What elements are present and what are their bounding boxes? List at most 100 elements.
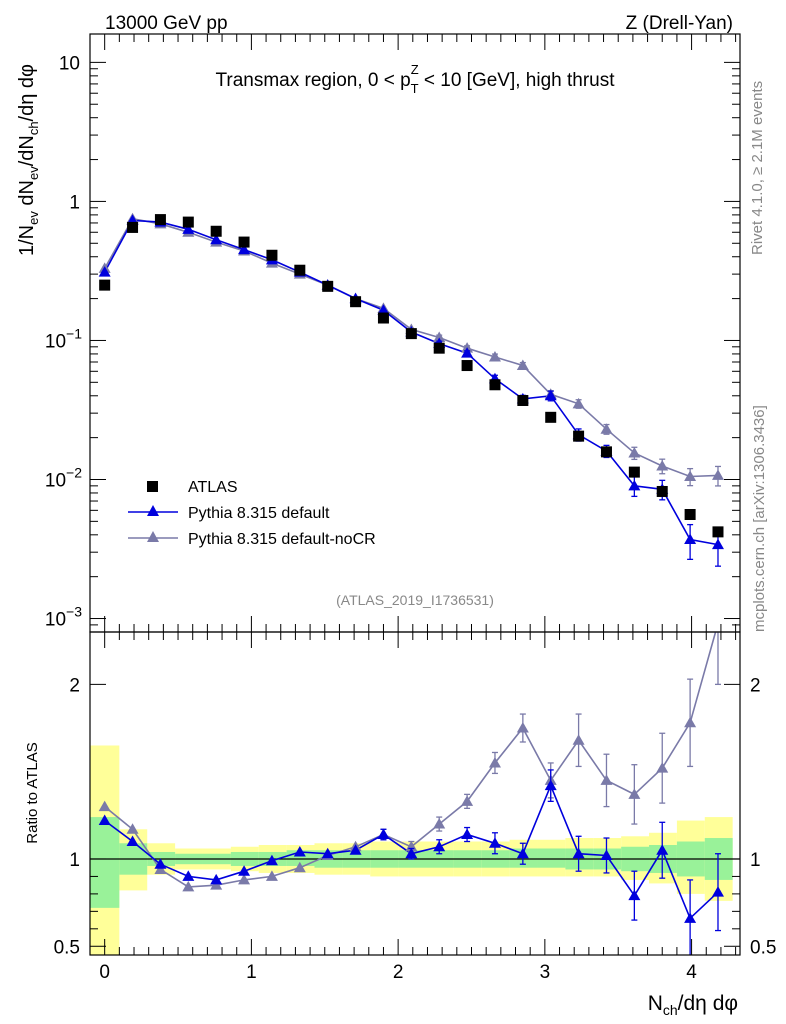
x-tick-label: 1: [246, 962, 257, 983]
point-default: [182, 223, 195, 234]
rivet-label: Rivet 4.1.0, ≥ 2.1M events: [749, 81, 766, 255]
legend-label-atlas: ATLAS: [188, 479, 238, 496]
y-tick-label: 10−2: [45, 464, 82, 491]
ratio-point-nocr: [600, 774, 613, 785]
header-energy: 13000 GeV pp: [105, 13, 228, 34]
ratio-point-default: [572, 847, 585, 859]
y-axis-label: 1/Nev dNev/dNch/dη dφ: [16, 64, 41, 256]
ratio-point-default: [238, 865, 251, 876]
ratio-point-default: [488, 837, 501, 848]
ratio-frame: [89, 631, 741, 956]
point-atlas: [684, 509, 696, 521]
point-atlas: [628, 466, 640, 478]
ratio-point-default: [210, 873, 223, 885]
point-atlas: [545, 411, 557, 423]
ratio-point-default: [600, 849, 613, 860]
point-atlas: [517, 394, 529, 406]
ratio-point-default: [516, 847, 529, 859]
ratio-point-nocr: [126, 823, 139, 834]
ratio-point-default: [154, 858, 167, 869]
y-tick-label: 1: [69, 192, 80, 213]
point-nocr: [656, 460, 669, 471]
point-atlas: [294, 264, 306, 276]
y-tick-label: 10−1: [45, 325, 82, 352]
ratio-point-default: [544, 779, 557, 791]
ratio-y-tick-label-right: 0.5: [750, 937, 776, 958]
point-atlas: [433, 342, 445, 354]
ratio-point-nocr: [656, 762, 669, 773]
legend-marker-atlas: [147, 481, 158, 492]
band-green: [90, 817, 120, 908]
point-nocr: [433, 331, 446, 343]
point-atlas: [238, 236, 250, 248]
ratio-point-nocr: [238, 873, 251, 885]
ratio-point-default: [321, 847, 334, 859]
ratio-point-nocr: [182, 880, 195, 892]
ratio-point-default: [711, 886, 724, 897]
ratio-y-tick-label-right: 1: [750, 850, 761, 871]
ratio-y-tick-label: 1: [69, 850, 80, 871]
ratio-point-nocr: [712, 617, 724, 628]
point-default: [210, 233, 223, 245]
ratio-point-default: [628, 889, 641, 901]
ratio-point-nocr: [433, 818, 446, 829]
point-nocr: [684, 470, 697, 482]
ratio-point-nocr: [628, 788, 641, 799]
ratio-y-tick-label: 2: [69, 675, 80, 696]
point-default: [461, 347, 474, 358]
ratio-y-axis-label: Ratio to ATLAS: [24, 742, 41, 843]
ratio-point-default: [349, 844, 362, 855]
ratio-point-nocr: [684, 716, 697, 728]
ratio-y-tick-label: 0.5: [54, 937, 80, 958]
ratio-point-default: [126, 835, 139, 847]
x-tick-label: 4: [686, 962, 697, 983]
point-nocr: [572, 397, 585, 409]
y-tick-label: 10: [59, 53, 80, 74]
point-atlas: [405, 328, 417, 340]
ratio-point-nocr: [461, 795, 474, 806]
point-nocr: [488, 351, 501, 362]
legend-label-default: Pythia 8.315 default: [188, 505, 330, 522]
analysis-watermark: (ATLAS_2019_I1736531): [336, 592, 494, 608]
ratio-point-default: [265, 854, 278, 866]
ratio-point-nocr: [293, 861, 306, 873]
legend: ATLAS Pythia 8.315 default Pythia 8.315 …: [128, 479, 376, 548]
point-atlas: [210, 225, 222, 237]
point-nocr: [516, 359, 529, 371]
ratio-point-nocr: [265, 870, 278, 881]
point-atlas: [489, 379, 501, 391]
legend-marker-default: [147, 505, 159, 516]
ratio-point-nocr: [572, 734, 585, 745]
point-atlas: [266, 249, 278, 261]
ratio-point-default: [656, 844, 669, 855]
ratio-y-tick-label-right: 2: [750, 675, 761, 696]
ratio-point-nocr: [488, 756, 501, 768]
ratio-point-nocr: [516, 722, 529, 733]
point-default: [711, 538, 724, 550]
main-panel: 10 1 10−1 10−2 10−3: [45, 33, 741, 633]
point-atlas: [350, 296, 362, 308]
point-nocr: [711, 469, 724, 480]
ratio-point-default: [684, 912, 697, 923]
band-green: [537, 848, 566, 868]
series-line-nocr: [104, 217, 719, 478]
ratio-point-default: [433, 840, 446, 852]
ratio-point-nocr: [98, 800, 111, 812]
chart-title: Transmax region, 0 < pZ T < 10 [GeV], hig…: [215, 62, 615, 96]
ratio-panel: 0.5 0.5 1 1 2 2 0 1 2 3 4: [54, 617, 776, 983]
legend-marker-nocr: [147, 531, 159, 542]
ratio-series-group: [98, 617, 724, 955]
point-default: [684, 533, 697, 545]
point-atlas: [656, 485, 668, 497]
point-default: [98, 266, 111, 277]
point-atlas: [712, 526, 724, 538]
ratio-point-default: [182, 870, 195, 881]
point-atlas: [154, 214, 166, 226]
point-atlas: [461, 360, 473, 372]
legend-label-nocr: Pythia 8.315 default-noCR: [188, 531, 376, 548]
x-tick-label: 2: [393, 962, 404, 983]
point-atlas: [377, 312, 389, 324]
point-atlas: [127, 221, 139, 233]
point-atlas: [99, 279, 111, 291]
